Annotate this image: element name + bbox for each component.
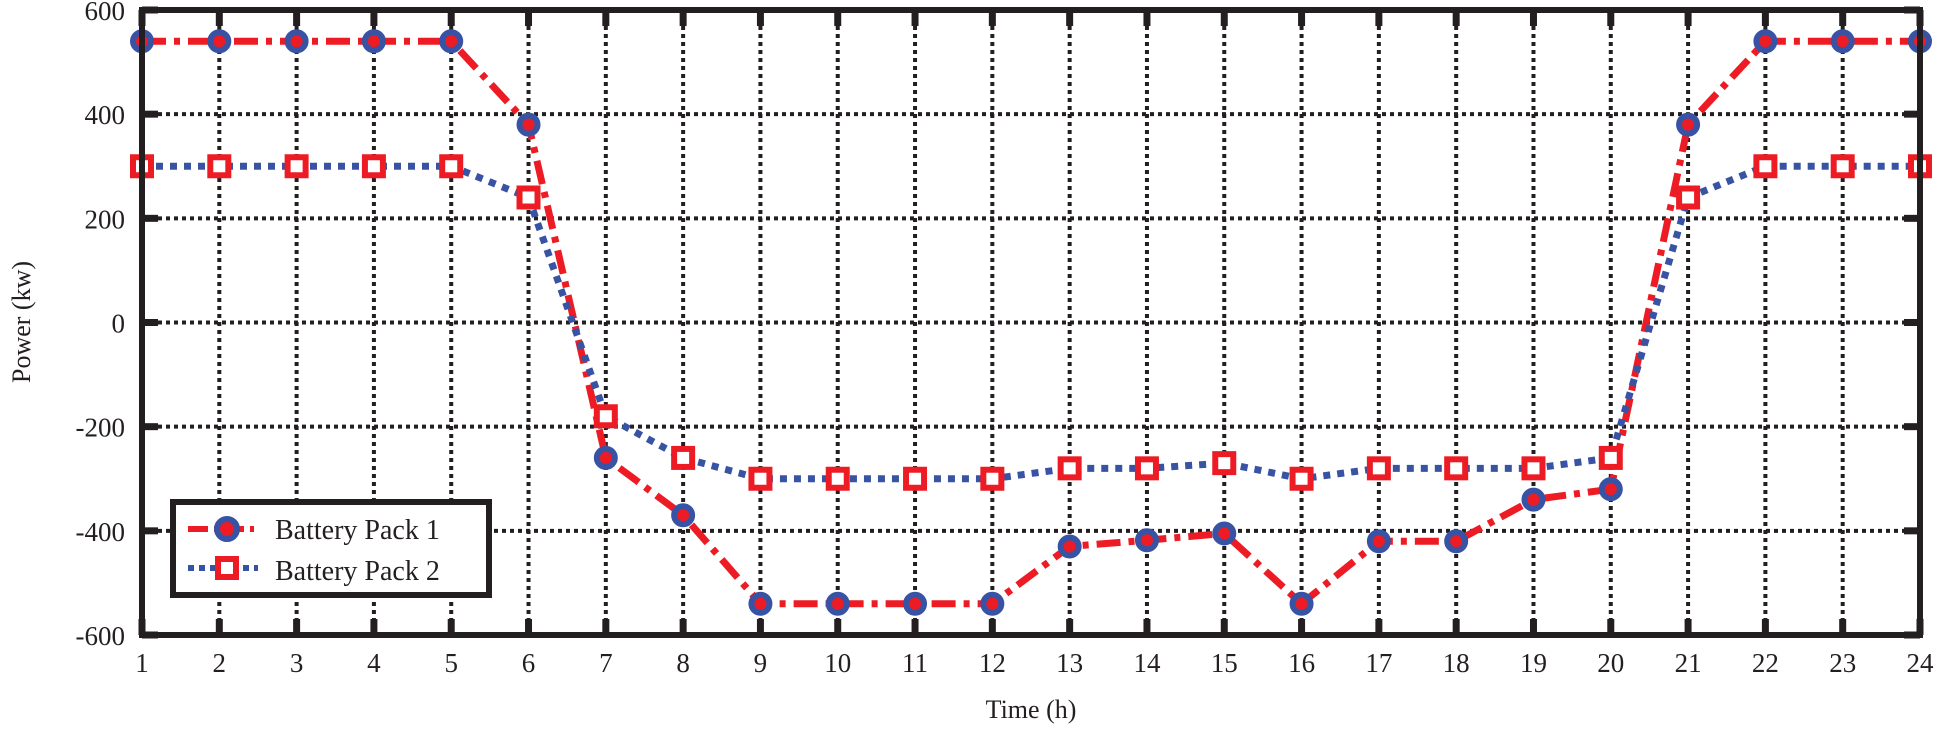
data-point-square [1521, 456, 1546, 481]
series-line-2 [142, 162, 1920, 483]
data-point-square [903, 466, 928, 491]
data-point-square [1830, 154, 1855, 179]
x-tick-label: 16 [1288, 648, 1315, 678]
data-point-square [1676, 185, 1701, 210]
data-point-circle [980, 591, 1005, 616]
data-point-circle [1521, 487, 1546, 512]
data-point-circle [593, 445, 618, 470]
y-tick-label: 0 [112, 309, 126, 339]
data-point-square [1598, 445, 1623, 470]
x-tick-label: 5 [444, 648, 458, 678]
data-point-circle [1676, 112, 1701, 137]
x-tick-label: 10 [824, 648, 851, 678]
data-point-square [207, 154, 232, 179]
x-tick-label: 2 [213, 648, 227, 678]
x-tick-label: 8 [676, 648, 690, 678]
data-point-circle [748, 591, 773, 616]
y-tick-label: -400 [76, 517, 126, 547]
legend-box [170, 499, 492, 598]
data-point-circle [1057, 534, 1082, 559]
data-point-circle [284, 29, 309, 54]
series-1 [130, 29, 1932, 616]
y-tick-label: 200 [85, 204, 126, 234]
x-tick-label: 3 [290, 648, 304, 678]
series-layer [130, 29, 1932, 616]
data-point-square [748, 466, 773, 491]
data-point-square [1289, 466, 1314, 491]
data-point-circle [903, 591, 928, 616]
y-tick-label: 400 [85, 100, 126, 130]
data-point-square [980, 466, 1005, 491]
data-point-circle [1444, 529, 1469, 554]
data-point-square [1753, 154, 1778, 179]
data-point-circle [1289, 591, 1314, 616]
legend-marker-square [215, 556, 239, 580]
data-point-circle [1134, 528, 1159, 553]
data-point-square [1366, 456, 1391, 481]
x-tick-label: 19 [1520, 648, 1547, 678]
x-tick-label: 4 [367, 648, 381, 678]
x-tick-label: 23 [1829, 648, 1856, 678]
legend-item-battery-pack-2: Battery Pack 2 [188, 556, 440, 587]
data-point-square [516, 185, 541, 210]
legend-item-battery-pack-1: Battery Pack 1 [188, 515, 440, 546]
y-tick-label: 600 [85, 0, 126, 26]
data-point-square [593, 404, 618, 429]
x-tick-label: 18 [1443, 648, 1470, 678]
series-2 [130, 154, 1932, 491]
data-point-square [671, 445, 696, 470]
data-point-circle [1366, 529, 1391, 554]
data-point-square [1134, 456, 1159, 481]
data-point-square [1212, 451, 1237, 476]
x-tick-label: 22 [1752, 648, 1779, 678]
data-point-circle [516, 112, 541, 137]
y-tick-label: -600 [76, 621, 126, 651]
x-tick-label: 1 [135, 648, 149, 678]
x-tick-label: 12 [979, 648, 1006, 678]
x-tick-label: 13 [1056, 648, 1083, 678]
x-tick-label: 14 [1133, 648, 1161, 678]
x-tick-label: 11 [902, 648, 928, 678]
data-point-circle [825, 591, 850, 616]
legend-label-pack-2: Battery Pack 2 [275, 556, 440, 587]
data-point-circle [207, 29, 232, 54]
legend-label-pack-1: Battery Pack 1 [275, 515, 440, 546]
data-point-circle [1830, 29, 1855, 54]
data-point-circle [361, 29, 386, 54]
data-point-square [439, 154, 464, 179]
x-tick-label: 20 [1597, 648, 1624, 678]
legend-marker-circle [214, 516, 240, 542]
data-point-square [361, 154, 386, 179]
data-point-square [1444, 456, 1469, 481]
tick-labels: 1 2 3 4 5 6 7 8 9 10 11 12 13 14 15 16 17 18 19 20 21 22 23 246… [76, 0, 1935, 678]
legend: Battery Pack 1 Battery Pack 2 [170, 499, 492, 598]
x-tick-label: 7 [599, 648, 613, 678]
data-point-circle [1753, 29, 1778, 54]
data-point-circle [1212, 521, 1237, 546]
x-tick-label: 17 [1365, 648, 1392, 678]
y-axis-label: Power (kw) [7, 261, 36, 383]
data-point-square [284, 154, 309, 179]
x-tick-label: 15 [1211, 648, 1238, 678]
x-tick-label: 9 [754, 648, 768, 678]
data-point-circle [1598, 477, 1623, 502]
y-tick-label: -200 [76, 413, 126, 443]
plot-frame [139, 7, 1923, 638]
data-point-square [1057, 456, 1082, 481]
x-axis-label: Time (h) [986, 695, 1077, 724]
x-tick-label: 21 [1675, 648, 1702, 678]
data-point-circle [439, 29, 464, 54]
x-tick-label: 6 [522, 648, 536, 678]
data-point-circle [671, 503, 696, 528]
x-tick-label: 24 [1907, 648, 1935, 678]
data-point-square [825, 466, 850, 491]
series-line-1 [142, 37, 1920, 609]
